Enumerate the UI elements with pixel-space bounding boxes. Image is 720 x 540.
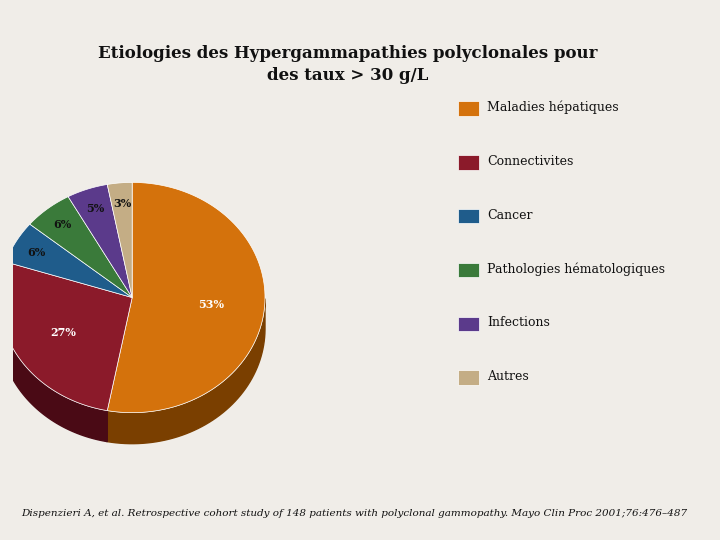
Text: 27%: 27% [50,327,76,338]
Text: Maladies hépatiques: Maladies hépatiques [487,101,618,114]
Text: Cancer: Cancer [487,209,533,222]
Polygon shape [68,185,132,298]
Text: Pathologies hématologiques: Pathologies hématologiques [487,262,665,276]
Text: 3%: 3% [113,198,131,209]
Text: Infections: Infections [487,316,550,329]
Text: Etiologies des Hypergammapathies polyclonales pour
des taux > 30 g/L: Etiologies des Hypergammapathies polyclo… [98,45,598,84]
FancyBboxPatch shape [458,209,479,224]
FancyBboxPatch shape [458,316,479,331]
Text: 53%: 53% [199,299,225,309]
Polygon shape [107,183,132,298]
Polygon shape [0,262,132,410]
Text: 5%: 5% [86,203,104,214]
Text: 6%: 6% [53,219,72,230]
Text: Connectivites: Connectivites [487,155,573,168]
FancyBboxPatch shape [458,102,479,116]
Polygon shape [0,299,107,442]
Polygon shape [30,197,132,298]
Text: Autres: Autres [487,370,528,383]
FancyBboxPatch shape [458,263,479,277]
FancyBboxPatch shape [458,370,479,384]
FancyBboxPatch shape [458,155,479,170]
Text: 6%: 6% [27,247,46,258]
Polygon shape [107,299,265,444]
Text: Dispenzieri A, et al. Retrospective cohort study of 148 patients with polyclonal: Dispenzieri A, et al. Retrospective coho… [22,509,688,517]
Polygon shape [6,224,132,298]
Polygon shape [107,183,265,413]
